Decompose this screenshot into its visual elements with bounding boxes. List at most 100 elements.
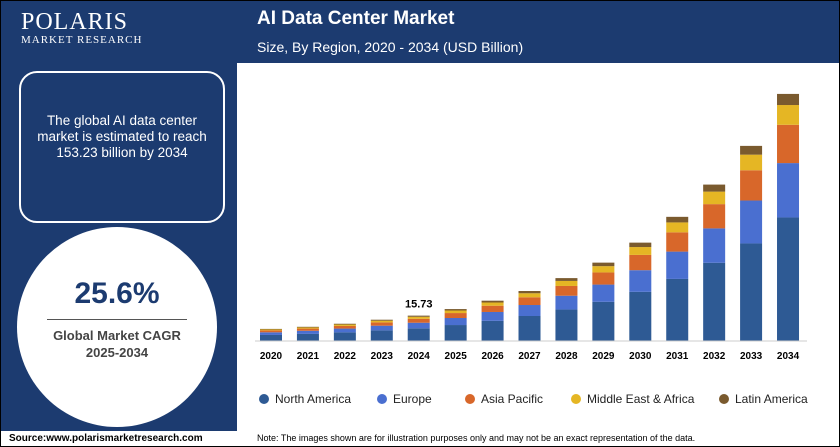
bar-segment xyxy=(260,328,282,330)
bar-segment xyxy=(703,204,726,229)
bar-segment xyxy=(481,305,504,312)
bar-segment xyxy=(370,325,393,331)
bar-segment xyxy=(666,251,689,279)
bar-segment xyxy=(296,333,319,341)
bar-segment xyxy=(444,309,467,311)
bar-segment xyxy=(666,278,689,341)
bar-segment xyxy=(296,328,319,331)
logo-tagline: MARKET RESEARCH xyxy=(21,34,143,46)
bar-segment xyxy=(370,330,393,341)
bar-segment xyxy=(666,232,689,252)
cagr-value: 25.6% xyxy=(74,277,160,310)
bar-segment xyxy=(666,216,689,223)
source: Source:www.polarismarketresearch.com xyxy=(9,433,203,444)
bar-segment xyxy=(555,278,578,281)
bar-segment xyxy=(629,254,652,271)
x-tick-label: 2033 xyxy=(740,351,763,362)
bar-segment xyxy=(296,326,319,328)
logo-name: POLARIS xyxy=(21,9,129,35)
bar-segment xyxy=(481,300,504,303)
bar-segment xyxy=(333,328,356,333)
legend-label: Asia Pacific xyxy=(481,392,543,406)
chart-title: AI Data Center Market xyxy=(257,8,455,29)
bar-segment xyxy=(777,124,800,164)
legend-swatch xyxy=(571,394,581,404)
bar-segment xyxy=(740,200,763,244)
bar-segment xyxy=(407,318,430,323)
x-tick-label: 2034 xyxy=(777,351,800,362)
bar-segment xyxy=(260,329,282,331)
x-tick-label: 2021 xyxy=(297,351,320,362)
x-tick-label: 2025 xyxy=(445,351,468,362)
x-tick-label: 2029 xyxy=(592,351,615,362)
bar-segment xyxy=(629,247,652,255)
bar-segment xyxy=(555,285,578,296)
x-tick-label: 2023 xyxy=(371,351,394,362)
legend-swatch xyxy=(465,394,475,404)
bar-segment xyxy=(407,322,430,329)
bar-segment xyxy=(370,320,393,323)
legend-label: North America xyxy=(275,392,351,406)
bar-segment xyxy=(260,330,282,333)
bar-segment xyxy=(592,272,615,285)
cagr-circle xyxy=(17,227,217,427)
bar-segment xyxy=(592,262,615,267)
bar-segment xyxy=(703,262,726,341)
x-tick-label: 2020 xyxy=(260,351,283,362)
bar-segment xyxy=(703,228,726,263)
bar-segment xyxy=(629,291,652,341)
bar-segment xyxy=(370,319,393,321)
bar-segment xyxy=(407,315,430,317)
bar-segment xyxy=(740,170,763,201)
note: Note: The images shown are for illustrat… xyxy=(257,433,696,443)
cagr-period: 2025-2034 xyxy=(85,345,149,360)
x-tick-label: 2026 xyxy=(481,351,504,362)
bar-segment xyxy=(444,313,467,319)
bar-segment xyxy=(777,163,800,218)
header-band xyxy=(237,1,839,63)
bar-segment xyxy=(592,284,615,302)
legend-label: Latin America xyxy=(735,392,808,406)
bar-segment xyxy=(629,242,652,248)
chart-subtitle: Size, By Region, 2020 - 2034 (USD Billio… xyxy=(257,39,524,55)
x-tick-label: 2030 xyxy=(629,351,652,362)
bar-segment xyxy=(407,316,430,319)
legend-label: Europe xyxy=(393,392,432,406)
bar-segment xyxy=(444,318,467,326)
bar-segment xyxy=(407,328,430,341)
legend-label: Middle East & Africa xyxy=(587,392,695,406)
data-label: 15.73 xyxy=(405,299,433,311)
legend-swatch xyxy=(719,394,729,404)
bar-segment xyxy=(333,324,356,326)
bar-segment xyxy=(518,291,541,294)
bar-segment xyxy=(703,191,726,205)
x-tick-label: 2022 xyxy=(334,351,357,362)
legend-swatch xyxy=(259,394,269,404)
bar-segment xyxy=(777,93,800,106)
bar-segment xyxy=(740,145,763,155)
x-tick-label: 2031 xyxy=(666,351,689,362)
bar-segment xyxy=(592,266,615,273)
bar-segment xyxy=(518,293,541,298)
bar-segment xyxy=(444,310,467,314)
x-tick-label: 2032 xyxy=(703,351,726,362)
x-tick-label: 2024 xyxy=(408,351,431,362)
cagr-label-text: Global Market CAGR xyxy=(53,328,181,343)
bar-segment xyxy=(740,154,763,171)
bar-segment xyxy=(481,311,504,321)
bar-segment xyxy=(777,105,800,125)
bar-segment xyxy=(333,325,356,329)
bar-segment xyxy=(703,184,726,192)
bar-segment xyxy=(555,295,578,310)
x-tick-label: 2027 xyxy=(518,351,541,362)
bar-segment xyxy=(333,332,356,341)
bar-segment xyxy=(518,316,541,341)
legend-swatch xyxy=(377,394,387,404)
bar-segment xyxy=(481,320,504,341)
bar-segment xyxy=(370,322,393,326)
bar-segment xyxy=(481,302,504,306)
bar-segment xyxy=(629,270,652,292)
bar-segment xyxy=(296,327,319,329)
logo: POLARIS MARKET RESEARCH xyxy=(21,9,221,46)
